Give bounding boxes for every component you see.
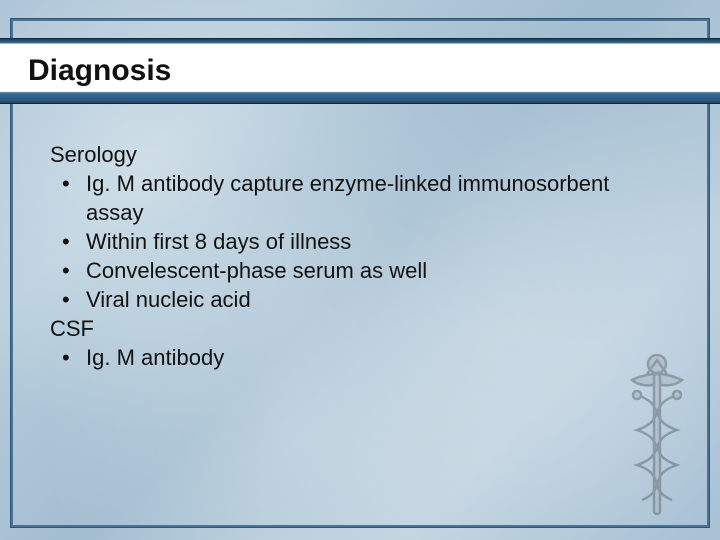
bullet-list-serology: Ig. M antibody capture enzyme-linked imm… <box>50 169 610 314</box>
list-item: Ig. M antibody capture enzyme-linked imm… <box>50 169 610 227</box>
title-bar: Diagnosis <box>0 38 720 104</box>
section-label-csf: CSF <box>50 314 610 343</box>
list-item: Convelescent-phase serum as well <box>50 256 610 285</box>
slide-content: Serology Ig. M antibody capture enzyme-l… <box>50 140 610 372</box>
list-item: Ig. M antibody <box>50 343 610 372</box>
section-label-serology: Serology <box>50 140 610 169</box>
caduceus-icon <box>612 350 702 530</box>
list-item: Viral nucleic acid <box>50 285 610 314</box>
list-item: Within first 8 days of illness <box>50 227 610 256</box>
bullet-list-csf: Ig. M antibody <box>50 343 610 372</box>
slide-title: Diagnosis <box>28 54 171 88</box>
